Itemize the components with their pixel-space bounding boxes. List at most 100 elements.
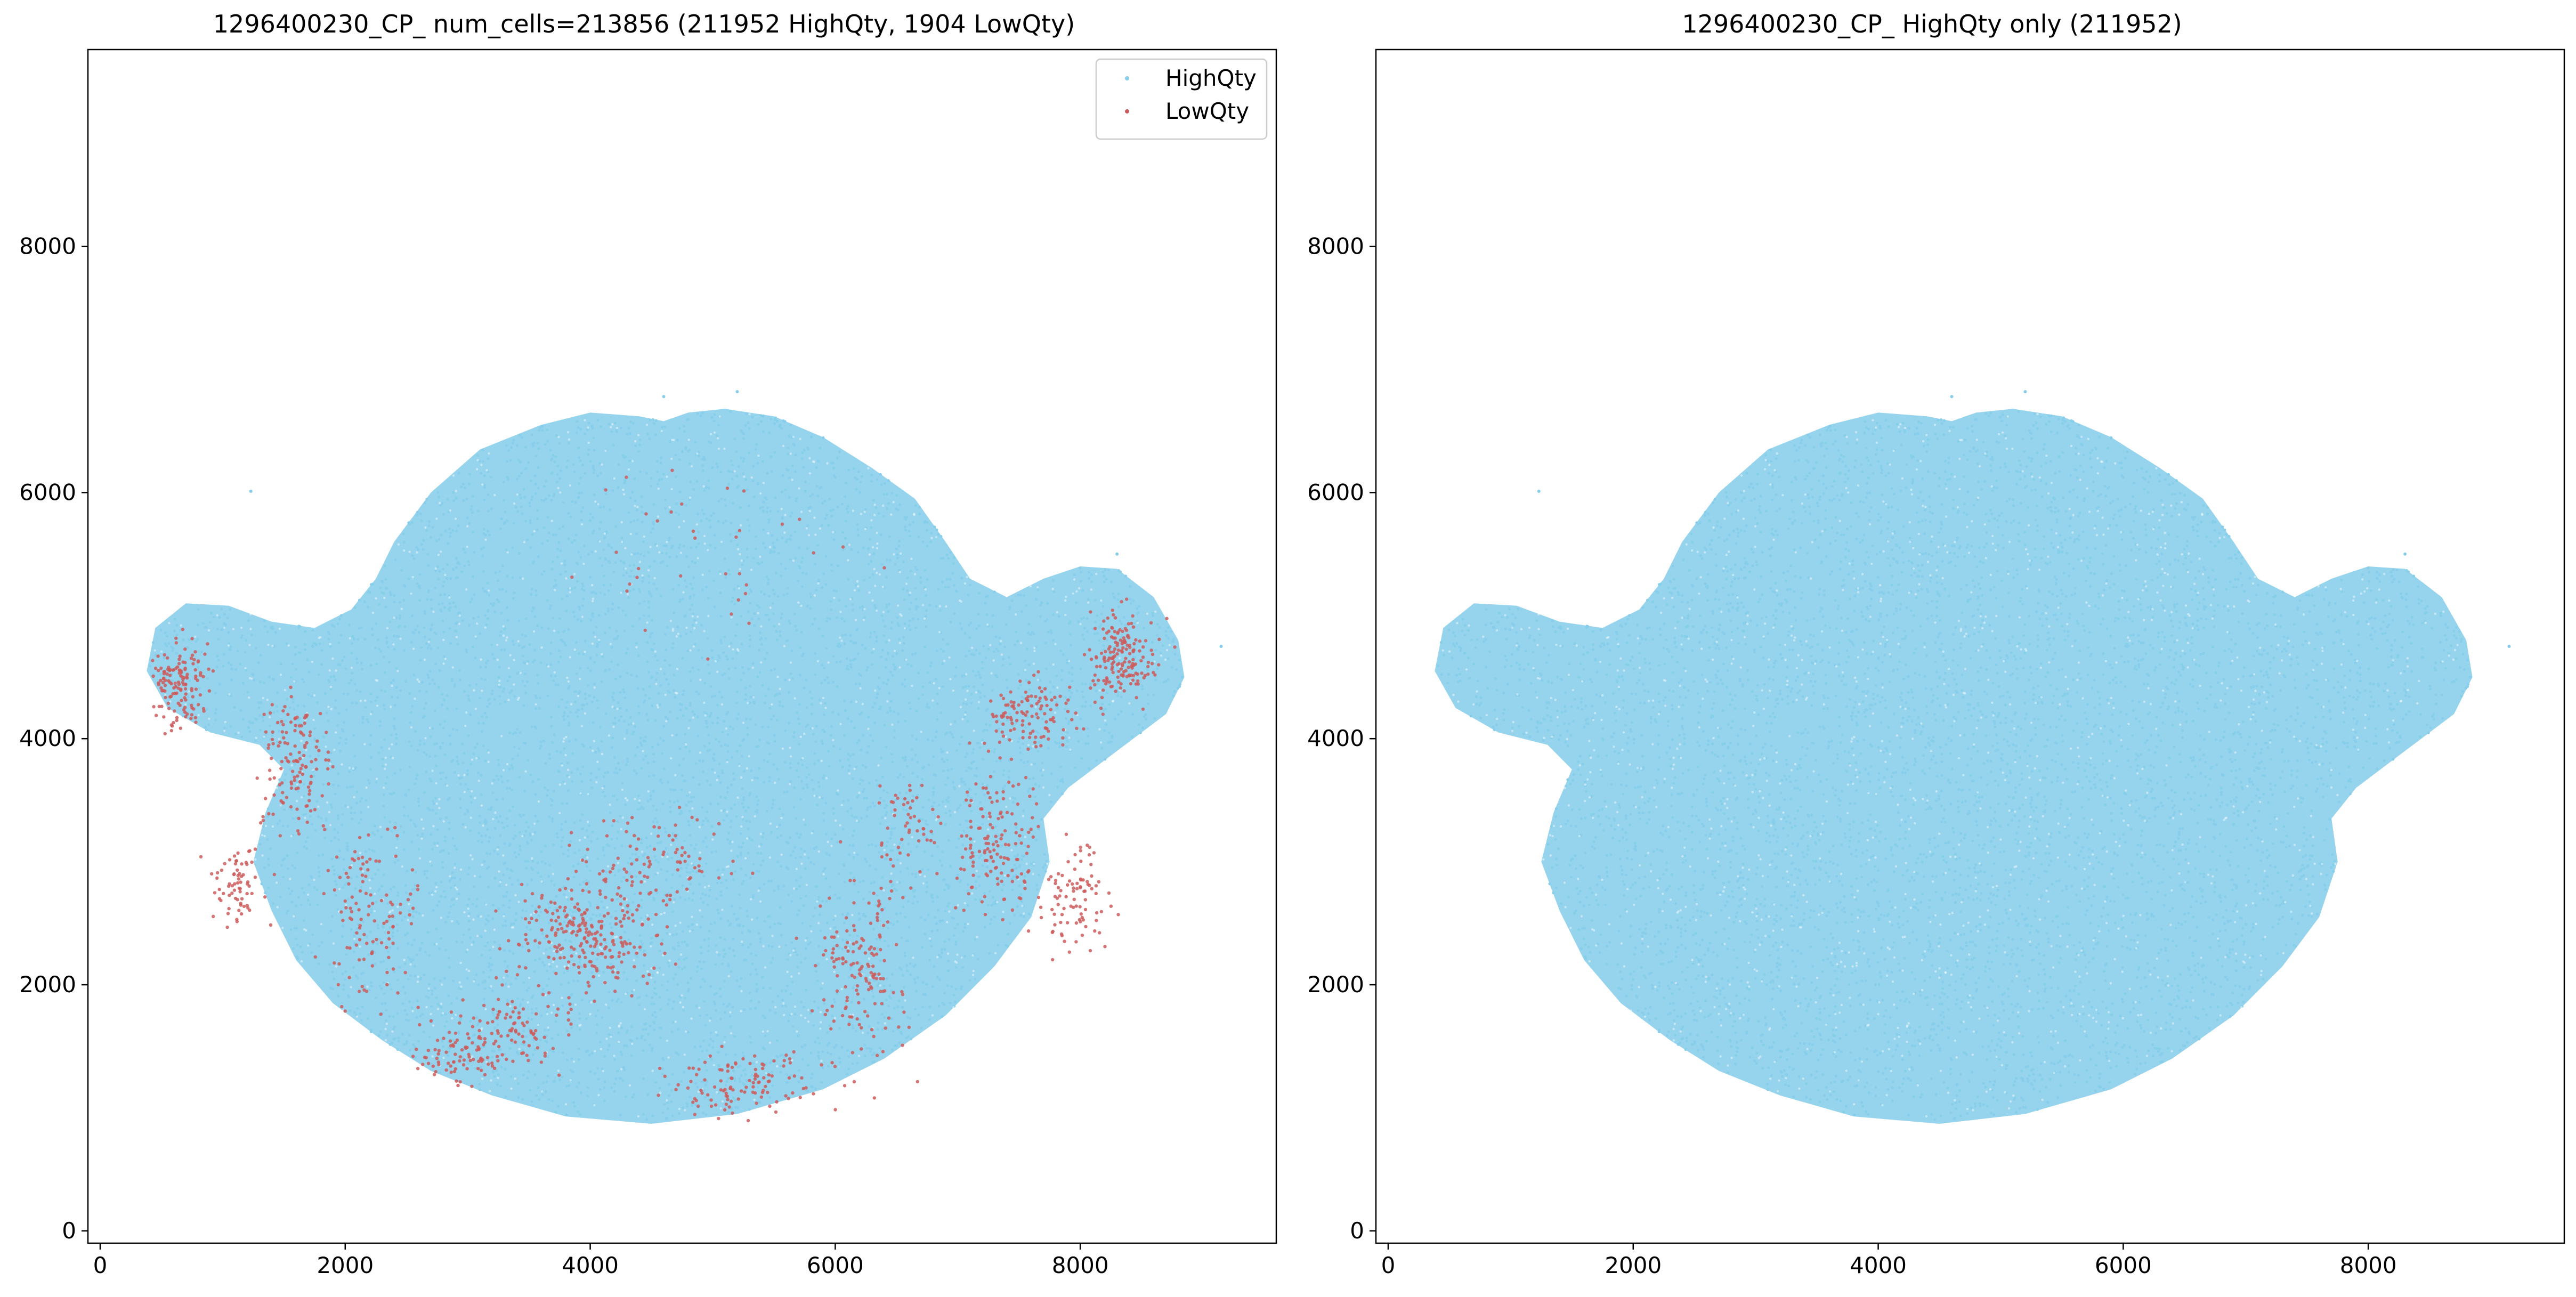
left-highqty-point (487, 749, 490, 752)
left-highqty-point (1044, 667, 1048, 670)
left-highqty-point (349, 785, 352, 789)
left-highqty-point (814, 906, 817, 910)
left-highqty-point (329, 929, 333, 933)
left-highqty-point (606, 610, 610, 613)
left-highqty-point (402, 598, 406, 602)
left-highqty-point (844, 481, 848, 485)
left-highqty-point (1050, 631, 1053, 635)
left-highqty-point (377, 638, 380, 642)
left-highqty-point (587, 448, 590, 451)
left-highqty-point (705, 517, 708, 521)
left-highqty-point (333, 873, 336, 876)
left-highqty-point (795, 499, 798, 502)
left-highqty-point (1041, 761, 1044, 765)
left-highqty-point (830, 515, 833, 518)
left-highqty-point (215, 665, 218, 668)
left-highqty-point (1079, 717, 1082, 720)
left-highqty-point (1020, 858, 1024, 861)
left-highqty-point (320, 817, 323, 820)
left-highqty-point (904, 518, 908, 521)
left-highqty-point (1059, 650, 1063, 653)
left-highqty-point (714, 546, 717, 550)
left-highqty-point (933, 801, 936, 804)
left-highqty-point (471, 645, 475, 648)
left-highqty-point (711, 768, 714, 771)
left-highqty-point (741, 1051, 744, 1055)
left-highqty-point (787, 868, 790, 871)
left-highqty-point (1170, 666, 1173, 669)
left-highqty-point (771, 1084, 774, 1088)
left-highqty-point (727, 831, 731, 834)
left-highqty-point (443, 606, 447, 609)
left-highqty-point (801, 571, 804, 574)
left-highqty-point (276, 710, 279, 713)
left-highqty-point (468, 473, 472, 476)
left-highqty-point (522, 981, 525, 984)
left-highqty-point (562, 852, 565, 855)
left-highqty-point (599, 506, 602, 509)
left-highqty-point (840, 502, 844, 506)
left-highqty-point (465, 497, 468, 501)
left-highqty-point (329, 986, 333, 990)
left-highqty-point (1144, 718, 1147, 721)
left-highqty-point (651, 745, 654, 749)
left-highqty-point (342, 984, 345, 987)
left-highqty-point (862, 608, 865, 611)
left-highqty-point (468, 482, 471, 486)
left-highqty-point (572, 611, 575, 614)
left-highqty-point (374, 996, 378, 1000)
left-highqty-point (602, 548, 605, 552)
left-highqty-point (1096, 682, 1099, 685)
left-highqty-point (927, 798, 930, 801)
left-highqty-point (654, 1081, 658, 1084)
left-highqty-point (695, 690, 698, 693)
left-highqty-point (707, 944, 710, 947)
left-highqty-point (637, 654, 640, 658)
left-highqty-point (685, 1102, 688, 1105)
left-highqty-point (498, 695, 501, 698)
left-highqty-point (522, 704, 525, 707)
left-highqty-point (186, 646, 189, 650)
left-highqty-point (756, 461, 759, 465)
left-highqty-point (553, 460, 556, 464)
left-highqty-point (921, 868, 924, 871)
left-highqty-point (427, 589, 431, 593)
left-highqty-point (988, 890, 991, 893)
left-highqty-point (688, 809, 691, 813)
left-highqty-point (316, 701, 319, 704)
left-highqty-point (748, 427, 751, 430)
left-highqty-point (519, 460, 522, 464)
left-highqty-point (936, 845, 939, 848)
left-highqty-point (364, 706, 367, 709)
left-highqty-point (801, 1058, 804, 1061)
left-highqty-point (497, 600, 500, 603)
left-highqty-point (431, 848, 434, 851)
left-highqty-point (797, 579, 800, 582)
left-highqty-point (785, 1073, 788, 1076)
left-highqty-point (416, 625, 419, 628)
left-highqty-point (610, 430, 613, 433)
left-highqty-point (617, 830, 620, 833)
left-highqty-point (423, 610, 426, 613)
left-highqty-point (652, 642, 655, 645)
left-highqty-point (659, 736, 662, 740)
left-highqty-point (914, 598, 918, 601)
left-highqty-point (1106, 741, 1110, 744)
left-highqty-point (702, 874, 706, 878)
left-highqty-point (187, 695, 190, 699)
left-highqty-point (742, 457, 746, 460)
left-highqty-point (696, 970, 699, 973)
left-highqty-point (613, 1058, 616, 1061)
left-highqty-point (1034, 715, 1037, 719)
left-highqty-point (530, 498, 533, 501)
left-highqty-point (815, 724, 818, 728)
left-highqty-point (707, 597, 710, 600)
left-highqty-point (742, 880, 745, 883)
left-highqty-point (1103, 663, 1106, 667)
left-highqty-point (665, 878, 668, 881)
left-highqty-point (731, 1006, 734, 1009)
left-highqty-point (426, 553, 430, 556)
left-highqty-point (213, 615, 216, 619)
left-highqty-point (946, 769, 950, 772)
left-highqty-point (474, 1043, 477, 1047)
